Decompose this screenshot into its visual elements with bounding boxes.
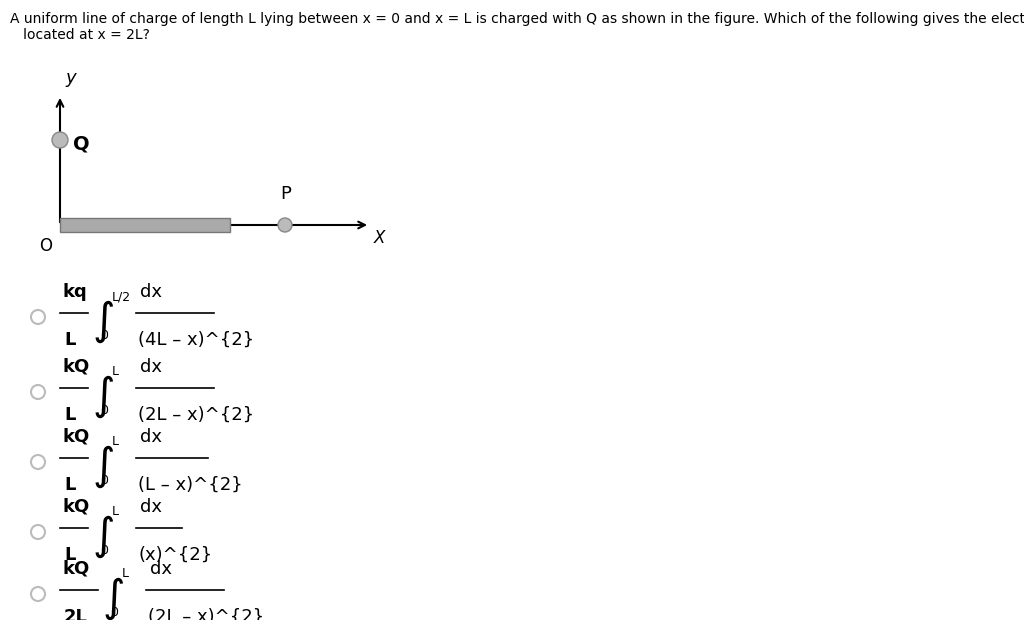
Text: (2L – x)^{2}: (2L – x)^{2} (138, 406, 254, 424)
Text: dx: dx (140, 498, 162, 516)
Text: Q: Q (73, 135, 90, 154)
Text: 0: 0 (110, 606, 118, 619)
Text: kQ: kQ (62, 358, 89, 376)
Text: kQ: kQ (62, 498, 89, 516)
Text: L: L (112, 435, 119, 448)
Text: kQ: kQ (62, 560, 89, 578)
Text: L: L (122, 567, 129, 580)
Text: L: L (112, 505, 119, 518)
Bar (60, 218, 230, 232)
Text: (x)^{2}: (x)^{2} (138, 546, 212, 564)
Text: (L – x)^{2}: (L – x)^{2} (138, 476, 243, 494)
Text: $\int$: $\int$ (92, 514, 114, 560)
Text: $\int$: $\int$ (102, 576, 124, 620)
Text: L: L (63, 476, 76, 494)
Text: $\int$: $\int$ (92, 299, 114, 345)
Text: 0: 0 (100, 544, 108, 557)
Text: L/2: L/2 (112, 290, 131, 303)
Text: P: P (280, 185, 291, 203)
Text: L: L (63, 546, 76, 564)
Text: 0: 0 (100, 404, 108, 417)
Text: kQ: kQ (62, 428, 89, 446)
Text: A uniform line of charge of length L lying between x = 0 and x = L is charged wi: A uniform line of charge of length L lyi… (10, 12, 1024, 26)
Text: L: L (112, 365, 119, 378)
Text: (2L – x)^{2}: (2L – x)^{2} (148, 608, 264, 620)
Text: dx: dx (140, 283, 162, 301)
Text: located at x = 2L?: located at x = 2L? (10, 28, 150, 42)
Text: (4L – x)^{2}: (4L – x)^{2} (138, 331, 254, 349)
Text: 2L: 2L (63, 608, 88, 620)
Text: dx: dx (140, 358, 162, 376)
Text: 0: 0 (100, 329, 108, 342)
Text: $\int$: $\int$ (92, 444, 114, 490)
Text: L: L (63, 331, 76, 349)
Text: O: O (39, 237, 52, 255)
Text: $\int$: $\int$ (92, 374, 114, 420)
Circle shape (278, 218, 292, 232)
Circle shape (52, 132, 68, 148)
Text: dx: dx (140, 428, 162, 446)
Text: kq: kq (62, 283, 87, 301)
Text: L: L (63, 406, 76, 424)
Text: dx: dx (150, 560, 172, 578)
Text: 0: 0 (100, 474, 108, 487)
Text: y: y (65, 69, 76, 87)
Text: X: X (374, 229, 385, 247)
